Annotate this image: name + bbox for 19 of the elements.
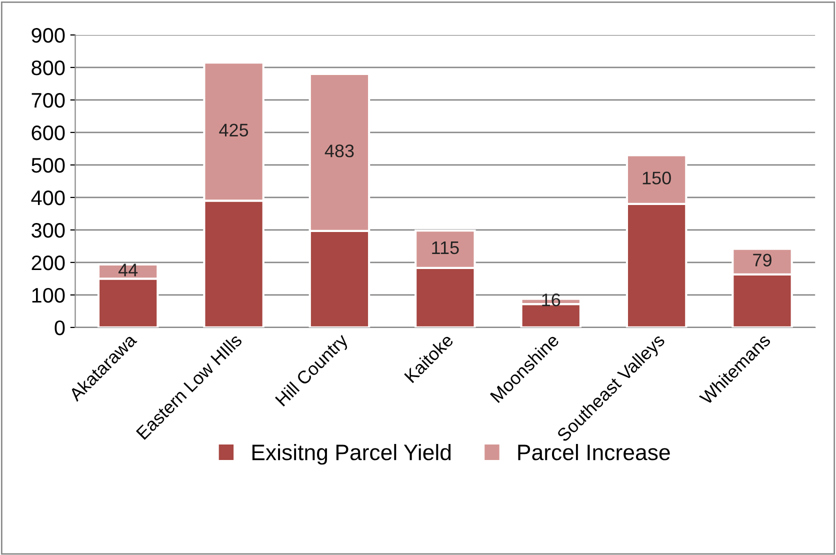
data-label: 16 xyxy=(542,294,560,306)
data-label: 150 xyxy=(642,172,671,184)
y-tick-label: 600 xyxy=(32,125,65,140)
y-tick-label: 900 xyxy=(32,28,65,43)
data-label: 425 xyxy=(219,124,248,136)
y-tick-label: 700 xyxy=(32,92,65,108)
data-label: 44 xyxy=(118,264,138,276)
legend-label: Exisitng Parcel Yield xyxy=(252,444,451,465)
legend-label: Parcel Increase xyxy=(518,444,670,460)
y-tick-label: 0 xyxy=(54,320,65,336)
y-tick-label: 300 xyxy=(32,222,65,238)
y-tick-label: 100 xyxy=(32,288,65,303)
y-tick-label: 400 xyxy=(31,190,65,206)
data-label: 115 xyxy=(432,242,459,254)
data-label: 79 xyxy=(753,254,772,266)
data-label: 483 xyxy=(324,144,354,158)
y-tick-label: 200 xyxy=(32,255,65,270)
y-tick-label: 500 xyxy=(32,158,65,173)
y-tick-label: 800 xyxy=(32,60,65,76)
